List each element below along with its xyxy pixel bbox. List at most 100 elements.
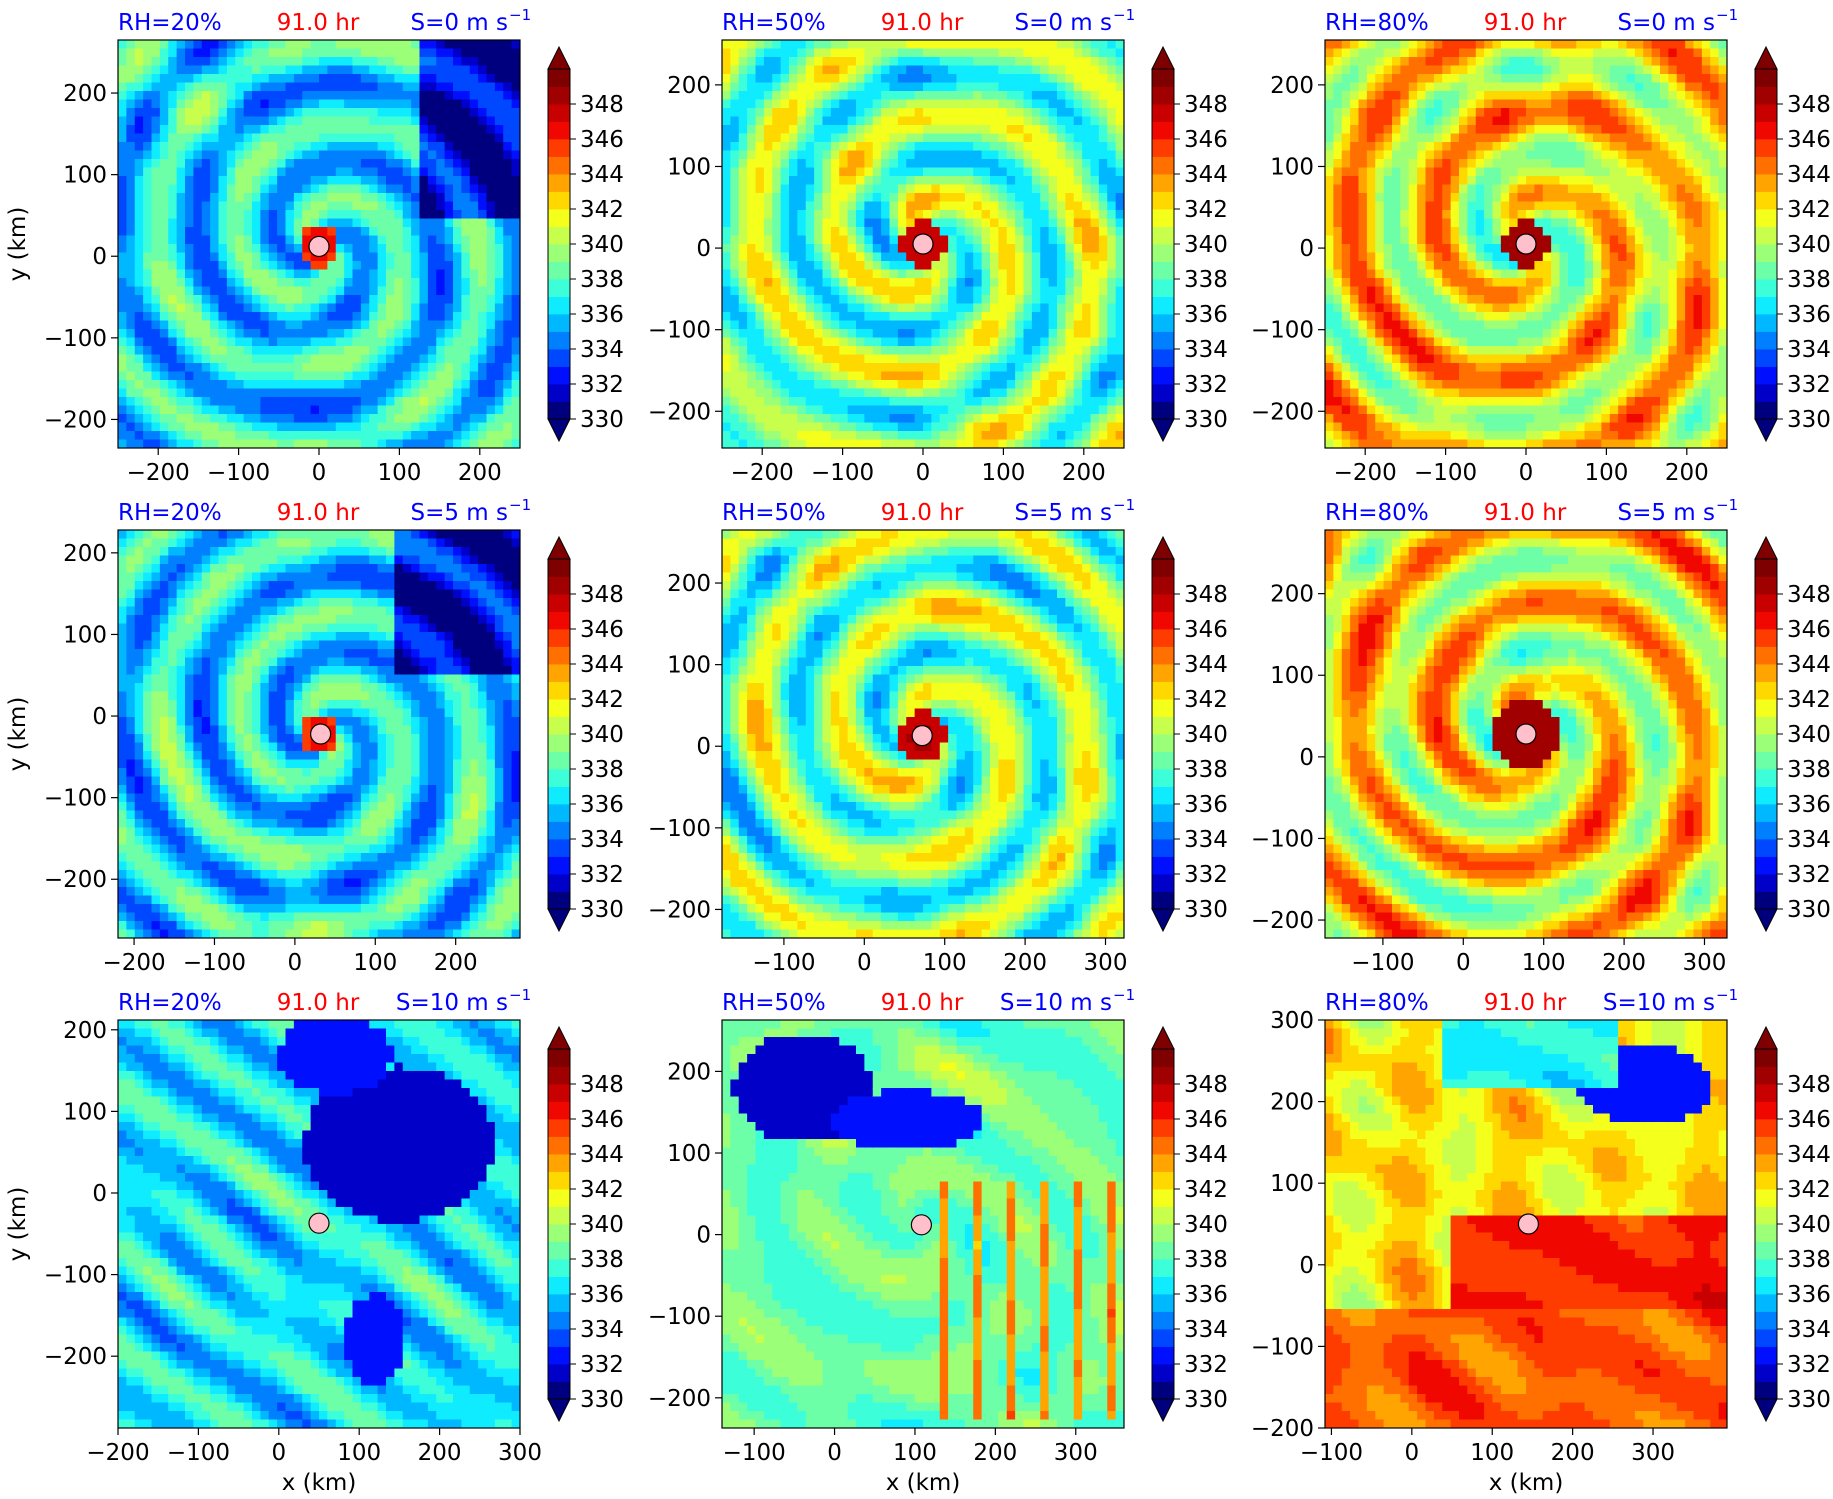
field-cell [143,193,153,203]
field-cell [789,74,798,84]
field-cell [319,414,328,424]
field-cell [906,431,916,441]
field-cell [453,388,462,398]
field-cell [814,133,824,143]
field-cell [1325,354,1334,364]
field-cell [260,167,270,177]
field-cell [427,439,437,448]
field-cell [159,176,169,186]
field-cell [511,201,520,211]
field-cell [159,40,169,50]
field-cell [1098,159,1108,169]
field-cell [973,439,983,448]
field-cell [747,414,757,424]
field-cell [419,210,429,220]
field-cell [402,320,412,330]
field-cell [461,184,471,194]
field-cell [1358,337,1368,347]
colorbar-segment [548,279,570,297]
field-cell [285,405,295,415]
field-cell [1333,125,1343,135]
field-cell [1333,184,1343,194]
field-cell [948,116,958,126]
field-cell [159,82,169,92]
field-cell [419,91,429,101]
field-cell [1023,388,1033,398]
field-cell [302,261,312,271]
field-cell [377,91,387,101]
field-cell [763,91,773,101]
field-cell [730,439,740,448]
field-cell [964,261,974,271]
field-cell [981,218,991,228]
field-cell [118,269,127,279]
field-cell [319,252,328,262]
field-cell [755,150,765,160]
field-cell [722,431,731,441]
field-cell [427,363,437,373]
field-cell [193,397,203,407]
field-cell [722,210,731,220]
field-cell [1325,201,1334,211]
colorbar-tick-label: 338 [580,267,624,293]
field-cell [126,422,136,432]
field-cell [1031,201,1041,211]
field-cell [1341,184,1351,194]
field-cell [118,201,127,211]
field-cell [478,252,488,262]
field-cell [1333,57,1343,67]
field-cell [1350,40,1360,50]
field-cell [386,176,395,186]
field-cell [1107,303,1117,313]
field-cell [218,159,228,169]
field-cell [805,48,815,58]
field-cell [436,48,446,58]
field-cell [293,57,303,67]
field-cell [360,439,370,448]
field-cell [344,329,354,339]
field-cell [377,439,387,448]
field-cell [956,99,966,109]
field-cell [981,150,991,160]
field-cell [176,261,186,271]
field-cell [1098,303,1108,313]
field-cell [344,414,354,424]
field-cell [285,337,295,347]
field-cell [780,176,790,186]
field-cell [1023,354,1033,364]
field-cell [1048,363,1058,373]
field-cell [453,431,462,441]
field-cell [789,57,798,67]
field-cell [494,176,504,186]
field-cell [335,252,345,262]
field-cell [176,286,186,296]
field-cell [1006,48,1016,58]
field-cell [1040,295,1050,305]
field-cell [814,91,824,101]
field-cell [864,57,874,67]
field-cell [738,91,748,101]
field-cell [730,380,740,390]
field-cell [327,40,337,50]
field-cell [176,65,186,75]
field-cell [118,193,127,203]
field-cell [1015,261,1025,271]
field-cell [243,303,253,313]
field-cell [738,380,748,390]
field-cell [1098,295,1108,305]
field-cell [394,116,404,126]
field-cell [872,380,882,390]
field-cell [453,235,462,245]
field-cell [319,431,328,441]
field-cell [939,431,949,441]
field-cell [839,193,849,203]
field-cell [872,82,882,92]
field-cell [427,261,437,271]
field-cell [763,337,773,347]
field-cell [503,210,513,220]
field-cell [235,116,245,126]
field-cell [453,346,462,356]
colorbar-tick-label: 340 [1184,232,1228,258]
field-cell [377,40,387,50]
